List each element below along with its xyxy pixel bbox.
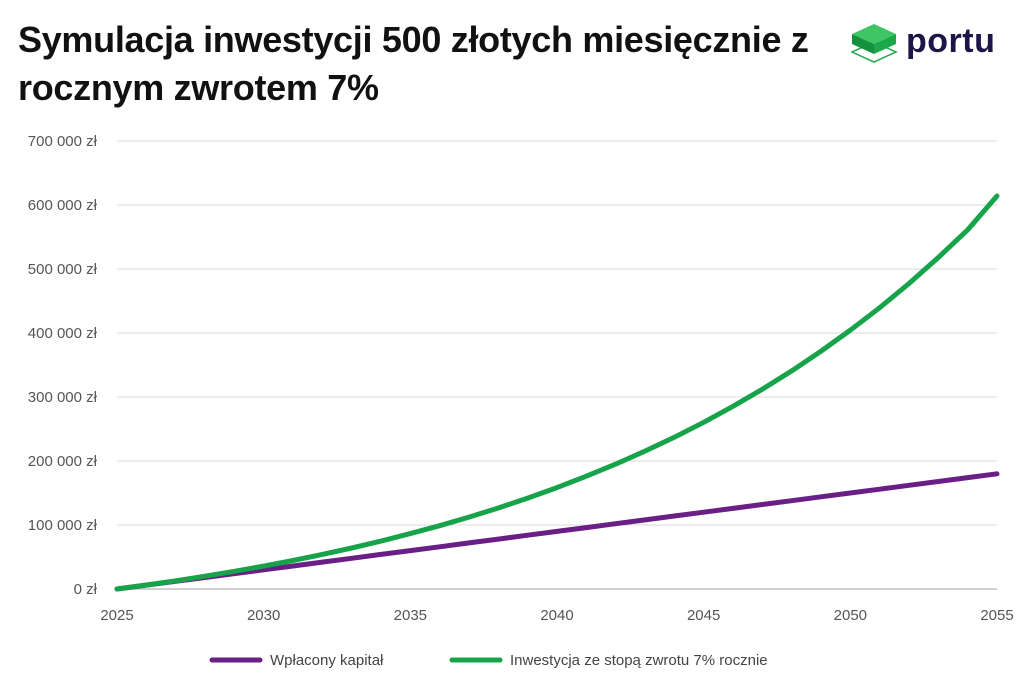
brand-name: portu <box>906 22 996 60</box>
y-tick-label: 400 000 zł <box>28 325 98 342</box>
y-tick-label: 100 000 zł <box>28 517 98 534</box>
y-tick-label: 600 000 zł <box>28 197 98 214</box>
series-line-1 <box>114 471 1000 592</box>
series-line-2 <box>114 193 1000 592</box>
y-tick-label: 200 000 zł <box>28 453 98 470</box>
legend-item-1[interactable]: Wpłacony kapitał <box>209 652 384 669</box>
gridlines <box>117 140 997 526</box>
cube-icon <box>850 24 898 63</box>
x-tick-label: 2035 <box>394 607 427 624</box>
x-tick-label: 2040 <box>540 607 573 624</box>
x-tick-label: 2045 <box>687 607 720 624</box>
legend: Wpłacony kapitał Inwestycja ze stopą zwro… <box>209 652 768 669</box>
y-tick-label: 500 000 zł <box>28 261 98 278</box>
x-tick-label: 2050 <box>834 607 867 624</box>
x-tick-label: 2030 <box>247 607 280 624</box>
brand-logo[interactable]: portu <box>848 20 1008 76</box>
legend-label: Wpłacony kapitał <box>270 652 384 669</box>
y-tick-label: 300 000 zł <box>28 389 98 406</box>
y-tick-label: 0 zł <box>74 581 98 598</box>
x-axis-ticks: 2025 2030 2035 2040 2045 2050 2055 <box>100 607 1013 624</box>
x-tick-label: 2025 <box>100 607 133 624</box>
series-lines <box>114 193 1000 592</box>
legend-label: Inwestycja ze stopą zwrotu 7% rocznie <box>510 652 768 669</box>
chart-title: Symulacja inwestycji 500 złotych miesięc… <box>18 19 809 108</box>
x-tick-label: 2055 <box>980 607 1013 624</box>
y-tick-label: 700 000 zł <box>28 133 98 150</box>
legend-item-2[interactable]: Inwestycja ze stopą zwrotu 7% rocznie <box>449 652 768 669</box>
y-axis-ticks: 0 zł 100 000 zł 200 000 zł 300 000 zł 400 00… <box>28 133 98 598</box>
